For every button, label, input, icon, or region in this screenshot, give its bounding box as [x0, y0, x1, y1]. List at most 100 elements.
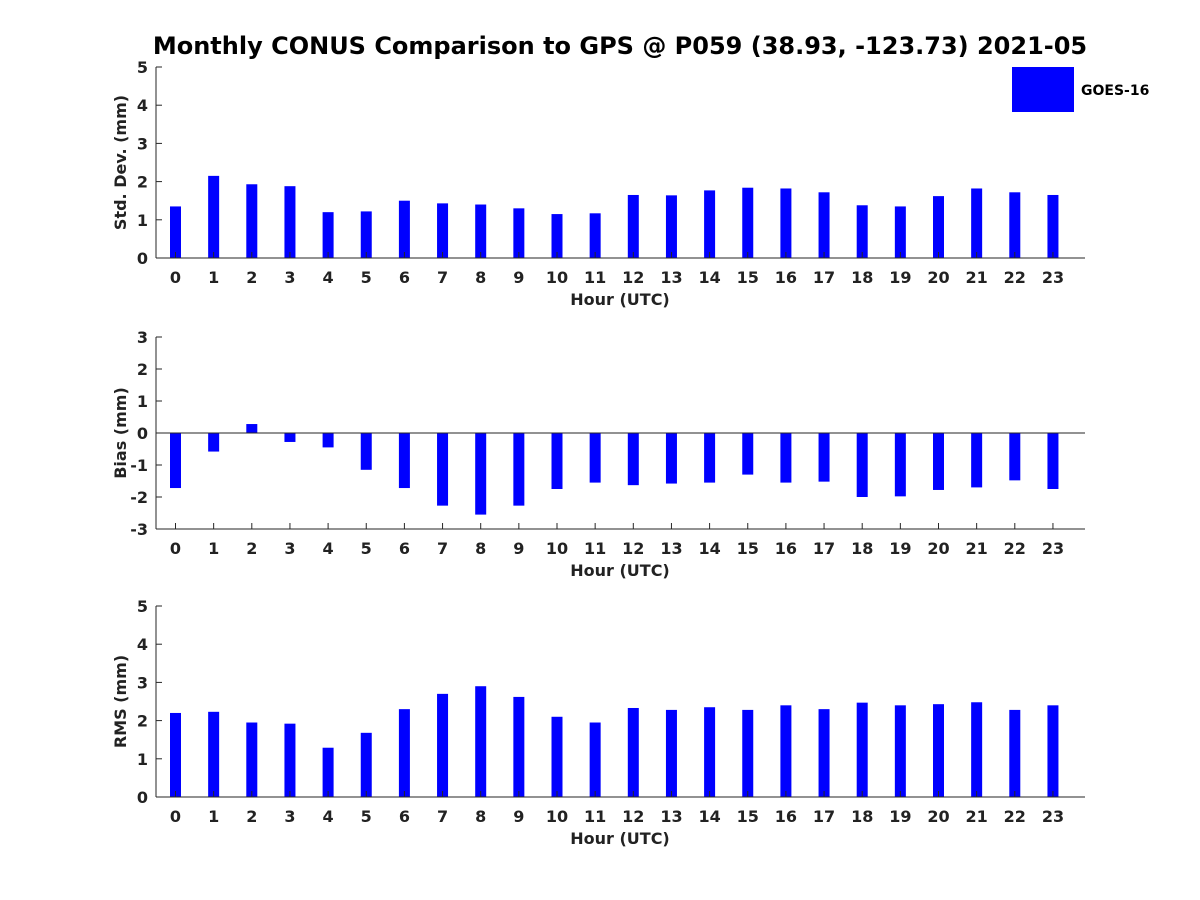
y-tick-label: 2	[137, 173, 148, 192]
x-tick-label: 16	[775, 268, 797, 287]
bar-hour-23	[1047, 705, 1059, 797]
x-tick-label: 4	[323, 539, 334, 558]
bar-hour-18	[856, 433, 868, 497]
bar-hour-16	[780, 433, 792, 483]
bar-hour-4	[322, 212, 334, 258]
x-tick-label: 5	[361, 807, 372, 826]
bar-hour-21	[971, 433, 983, 488]
y-tick-label: 0	[137, 788, 148, 807]
bar-hour-13	[665, 709, 677, 797]
bar-hour-15	[742, 709, 754, 797]
y-tick-label: -1	[130, 456, 148, 475]
bar-hour-18	[856, 205, 868, 258]
x-tick-label: 18	[851, 539, 873, 558]
x-axis-label: Hour (UTC)	[570, 561, 670, 580]
x-tick-label: 22	[1004, 268, 1026, 287]
x-tick-label: 20	[927, 539, 949, 558]
bar-hour-17	[818, 433, 830, 482]
bar-hour-3	[284, 186, 296, 258]
x-tick-label: 20	[927, 807, 949, 826]
bar-hour-13	[665, 195, 677, 258]
legend-label: GOES-16	[1081, 83, 1149, 99]
x-tick-label: 16	[775, 807, 797, 826]
y-tick-label: 0	[137, 249, 148, 268]
x-tick-label: 4	[323, 807, 334, 826]
x-tick-label: 18	[851, 268, 873, 287]
x-tick-label: 8	[475, 268, 486, 287]
x-tick-label: 23	[1042, 807, 1064, 826]
y-axis-label: RMS (mm)	[111, 655, 130, 748]
x-tick-label: 6	[399, 539, 410, 558]
bar-hour-11	[589, 722, 601, 797]
x-tick-label: 23	[1042, 539, 1064, 558]
bar-hour-12	[627, 707, 639, 797]
bar-hour-23	[1047, 194, 1059, 258]
x-tick-label: 14	[698, 539, 720, 558]
x-tick-label: 19	[889, 539, 911, 558]
bar-hour-0	[170, 206, 181, 258]
bar-hour-2	[246, 184, 258, 258]
bar-hour-22	[1009, 709, 1021, 797]
bar-hour-10	[551, 433, 563, 489]
x-tick-label: 13	[660, 268, 682, 287]
bar-hour-14	[704, 707, 716, 797]
bar-hour-7	[437, 203, 449, 258]
x-tick-label: 17	[813, 539, 835, 558]
bar-hour-21	[971, 702, 983, 797]
x-tick-label: 12	[622, 807, 644, 826]
x-tick-label: 5	[361, 539, 372, 558]
x-tick-label: 7	[437, 539, 448, 558]
bar-hour-0	[170, 712, 181, 797]
y-tick-label: 3	[137, 673, 148, 692]
x-tick-label: 11	[584, 268, 606, 287]
bar-hour-6	[398, 200, 410, 258]
x-tick-label: 6	[399, 268, 410, 287]
bar-hour-14	[704, 433, 716, 483]
bar-hour-1	[208, 711, 220, 797]
bar-hour-15	[742, 187, 754, 258]
bar-hour-16	[780, 188, 792, 258]
x-tick-label: 15	[737, 268, 759, 287]
x-tick-label: 8	[475, 807, 486, 826]
x-tick-label: 21	[966, 268, 988, 287]
x-tick-label: 4	[323, 268, 334, 287]
x-tick-label: 6	[399, 807, 410, 826]
x-tick-label: 0	[170, 268, 181, 287]
y-tick-label: 5	[137, 597, 148, 616]
x-tick-label: 19	[889, 807, 911, 826]
y-tick-label: 3	[137, 328, 148, 347]
x-tick-label: 17	[813, 268, 835, 287]
bar-hour-4	[322, 747, 334, 797]
x-tick-label: 3	[284, 539, 295, 558]
bar-hour-1	[208, 175, 220, 258]
y-tick-label: 4	[137, 635, 148, 654]
bar-hour-2	[246, 722, 258, 797]
y-tick-label: 1	[137, 211, 148, 230]
bar-hour-9	[513, 433, 525, 506]
x-tick-label: 18	[851, 807, 873, 826]
y-tick-label: 2	[137, 712, 148, 731]
bar-hour-11	[589, 433, 601, 483]
bar-hour-17	[818, 709, 830, 797]
bar-hour-20	[933, 433, 944, 490]
bar-hour-10	[551, 214, 563, 258]
x-tick-label: 13	[660, 807, 682, 826]
y-tick-label: 2	[137, 360, 148, 379]
x-tick-label: 1	[208, 268, 219, 287]
bar-hour-6	[398, 709, 410, 797]
x-tick-label: 21	[966, 807, 988, 826]
bar-hour-10	[551, 716, 563, 797]
y-tick-label: -2	[130, 488, 148, 507]
x-tick-label: 2	[246, 539, 257, 558]
x-tick-label: 15	[737, 539, 759, 558]
bar-hour-8	[475, 204, 487, 258]
x-tick-label: 3	[284, 268, 295, 287]
bar-hour-12	[627, 194, 639, 258]
bar-hour-7	[437, 433, 449, 506]
x-tick-label: 9	[513, 539, 524, 558]
x-tick-label: 7	[437, 268, 448, 287]
x-tick-label: 19	[889, 268, 911, 287]
bar-hour-0	[170, 433, 181, 489]
